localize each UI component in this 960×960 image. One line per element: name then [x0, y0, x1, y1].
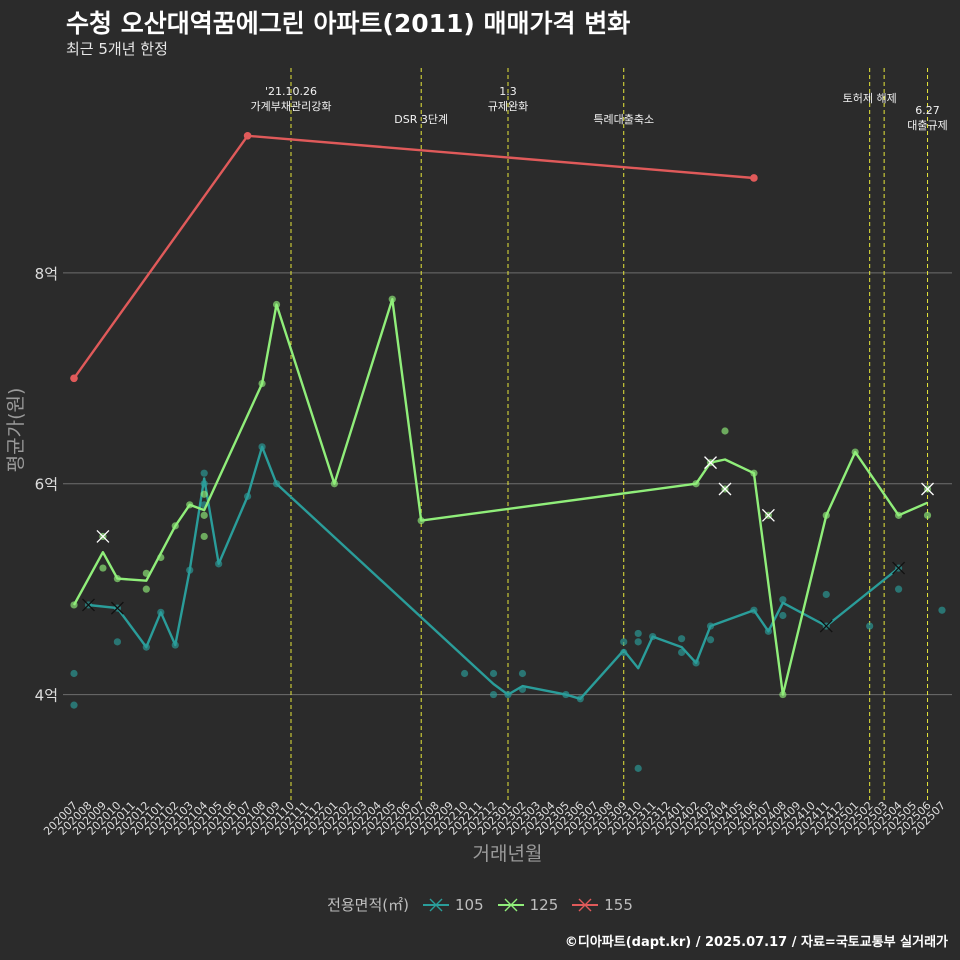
data-point-105	[779, 596, 787, 604]
data-point-105	[822, 590, 830, 599]
data-point-105	[938, 606, 946, 614]
data-point-125	[142, 585, 150, 593]
y-tick-label: 8억	[35, 265, 58, 283]
data-point-125	[923, 511, 932, 519]
data-point-105	[70, 669, 78, 678]
chart-title: 수청 오산대역꿈에그린 아파트(2011) 매매가격 변화	[66, 9, 631, 38]
data-point-105	[489, 669, 498, 678]
cancel-mark-125	[704, 456, 717, 470]
legend-label-125: 125	[529, 895, 559, 914]
data-point-105	[634, 764, 642, 772]
data-point-125	[99, 564, 107, 572]
data-point-105	[678, 635, 686, 643]
event-label: 1.3 규제완화	[488, 85, 528, 113]
event-label: 특례대출축소	[593, 113, 654, 126]
data-point-105	[779, 611, 787, 620]
cancel-mark-125	[761, 508, 775, 522]
series-point-155	[243, 132, 252, 140]
legend-item-155: 155	[572, 895, 633, 915]
legend-key-155-icon	[572, 898, 599, 911]
data-point-105	[113, 638, 121, 646]
event-label: 6.27 대출규제	[907, 104, 947, 132]
cancel-mark-105	[892, 561, 906, 575]
legend-label-155: 155	[604, 895, 633, 914]
series-line-105	[88, 445, 900, 700]
cancel-mark-105	[82, 598, 95, 612]
data-point-125	[200, 511, 208, 519]
y-tick-label: 6억	[35, 476, 58, 494]
cancel-mark-105	[110, 601, 124, 615]
y-axis-title: 평균가(원)	[5, 388, 27, 473]
cancel-mark-125	[921, 482, 934, 496]
series-point-155	[750, 174, 758, 182]
chart-subtitle: 최근 5개년 한정	[66, 40, 168, 58]
data-point-105	[518, 669, 527, 678]
data-point-105	[866, 622, 874, 630]
legend-item-105: 105	[422, 895, 484, 915]
data-point-105	[461, 669, 469, 678]
series-line-125	[72, 298, 928, 696]
series-line-155	[73, 134, 754, 379]
legend: 전용면적(㎡) 105 125 155	[0, 894, 960, 915]
legend-key-105-icon	[422, 898, 449, 911]
legend-label-105: 105	[454, 895, 484, 914]
x-axis-title: 거래년월	[473, 843, 543, 865]
event-label: 토허제 해제	[843, 91, 897, 105]
data-point-125	[200, 532, 208, 541]
y-tick-label: 4억	[35, 687, 58, 705]
cancel-mark-125	[718, 482, 732, 496]
data-point-105	[200, 469, 208, 477]
event-label: '21.10.26 가계부채관리강화	[251, 85, 332, 113]
legend-key-125-icon	[497, 898, 524, 911]
legend-item-125: 125	[497, 895, 559, 915]
cancel-mark-125	[96, 529, 110, 543]
data-point-105	[634, 638, 642, 646]
data-point-105	[620, 638, 628, 646]
data-point-105	[489, 690, 498, 699]
cancel-mark-105	[819, 619, 833, 633]
data-point-125	[200, 490, 208, 498]
data-point-125	[721, 427, 729, 435]
data-point-105	[70, 701, 78, 709]
data-point-105	[706, 636, 715, 644]
legend-title: 전용면적(㎡)	[327, 896, 409, 914]
data-point-105	[634, 629, 642, 638]
data-point-105	[895, 585, 903, 593]
series-point-155	[70, 374, 78, 383]
source-footer: ©디아파트(dapt.kr) / 2025.07.17 / 자료=국토교통부 실…	[564, 935, 948, 950]
event-label: DSR 3단계	[394, 113, 448, 126]
